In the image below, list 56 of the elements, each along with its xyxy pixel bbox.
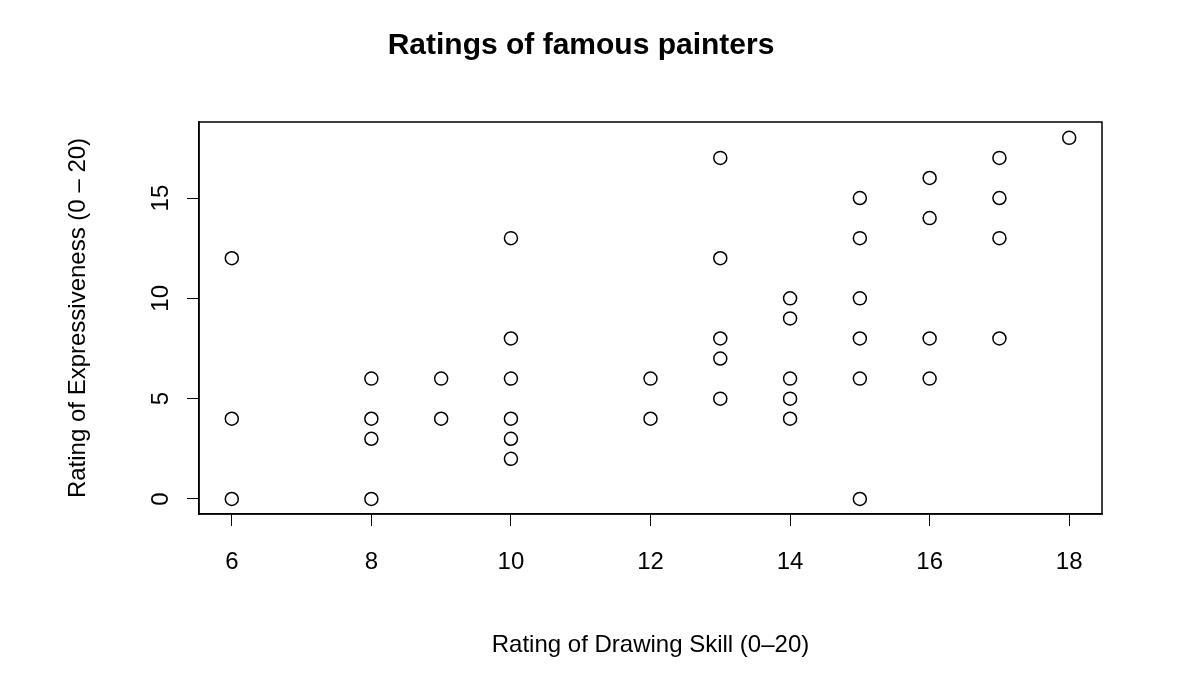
x-tick-label: 6 <box>225 547 239 575</box>
x-tick-label: 8 <box>364 547 379 575</box>
point <box>503 230 519 246</box>
point <box>433 371 449 386</box>
point <box>922 210 937 226</box>
point <box>1061 130 1077 146</box>
y-tick-label: 10 <box>145 284 173 312</box>
point <box>433 411 449 426</box>
y-tick-label: 0 <box>145 492 173 506</box>
x-axis-title: Rating of Drawing Skill (0–20) <box>491 630 810 658</box>
point <box>852 491 868 507</box>
point <box>782 291 798 306</box>
point <box>992 230 1007 246</box>
x-tick-label: 10 <box>497 547 525 575</box>
x-tick-label: 18 <box>1055 547 1083 575</box>
point <box>503 431 519 447</box>
point <box>713 331 728 346</box>
point <box>643 411 658 426</box>
point <box>852 230 868 246</box>
point <box>713 150 728 166</box>
y-axis-title: Rating of Expressiveness (0 – 20) <box>63 137 91 499</box>
point <box>364 431 379 447</box>
point <box>503 451 519 467</box>
y-tick-label: 15 <box>145 184 173 212</box>
point <box>224 491 240 507</box>
x-tick-label: 16 <box>916 547 943 575</box>
point <box>224 411 240 426</box>
point <box>503 371 519 386</box>
point <box>643 371 658 386</box>
point <box>782 311 798 326</box>
y-tick-label: 5 <box>145 391 173 406</box>
x-tick-label: 14 <box>776 547 804 575</box>
point <box>782 391 798 406</box>
point <box>992 190 1007 206</box>
point <box>992 150 1007 166</box>
point <box>922 170 937 186</box>
point <box>364 491 379 507</box>
x-tick-label: 12 <box>637 547 664 575</box>
chart-title: Ratings of famous painters <box>387 27 775 61</box>
point <box>713 250 728 266</box>
point <box>852 371 868 386</box>
point <box>713 351 728 366</box>
point <box>713 391 728 406</box>
point <box>852 190 868 206</box>
point <box>782 371 798 386</box>
point <box>852 291 868 306</box>
point <box>224 250 240 266</box>
point <box>364 411 379 426</box>
point <box>503 331 519 346</box>
point <box>852 331 868 346</box>
point <box>503 411 519 426</box>
point <box>782 411 798 426</box>
point <box>364 371 379 386</box>
point <box>922 371 937 386</box>
point <box>922 331 937 346</box>
point <box>992 331 1007 346</box>
